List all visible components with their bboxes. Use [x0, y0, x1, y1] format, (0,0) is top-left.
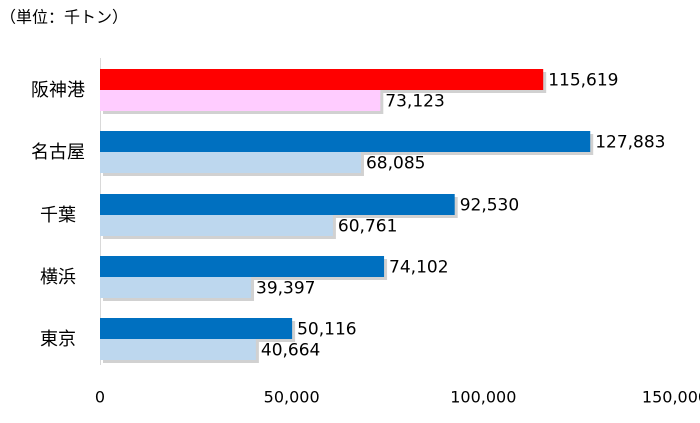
chart-layer: 0 50,000 100,000 150,000 阪神港 115,619 73,123 名古屋… [31, 58, 700, 407]
bar [100, 318, 293, 339]
category-label: 東京 [40, 329, 76, 350]
value-label: 50,116 [297, 320, 356, 340]
bar [100, 277, 252, 298]
value-label: 74,102 [389, 258, 448, 278]
bar [100, 90, 381, 111]
bar [100, 339, 256, 360]
category-label: 阪神港 [31, 80, 85, 101]
value-label: 68,085 [366, 154, 425, 174]
bar [100, 194, 455, 215]
category-label: 名古屋 [31, 142, 85, 163]
value-label: 92,530 [460, 196, 519, 216]
bar [100, 69, 544, 90]
bar [100, 215, 333, 236]
value-label: 40,664 [261, 341, 320, 361]
value-label: 39,397 [256, 279, 315, 299]
category-label: 千葉 [40, 205, 76, 226]
value-label: 115,619 [548, 71, 618, 91]
unit-label: （単位：千トン） [0, 8, 128, 27]
value-label: 73,123 [385, 92, 444, 112]
value-label: 127,883 [595, 133, 665, 153]
bar [100, 256, 385, 277]
x-tick-label: 150,000 [642, 388, 700, 407]
x-tick-label: 0 [95, 388, 105, 407]
bar [100, 131, 591, 152]
category-label: 横浜 [40, 267, 76, 288]
x-tick-label: 100,000 [450, 388, 516, 407]
x-tick-label: 50,000 [264, 388, 320, 407]
value-label: 60,761 [338, 217, 397, 237]
bar [100, 152, 361, 173]
